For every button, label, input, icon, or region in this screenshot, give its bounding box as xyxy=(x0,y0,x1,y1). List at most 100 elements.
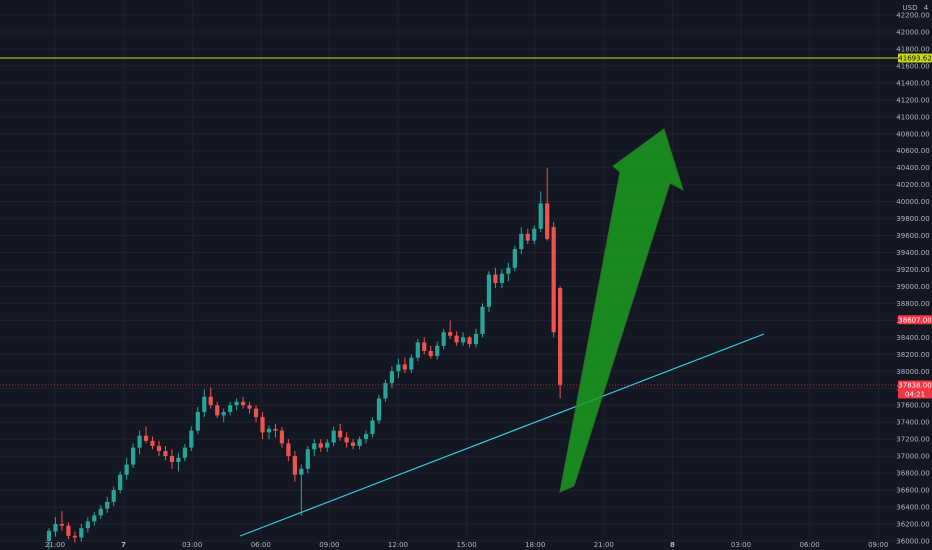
candle[interactable] xyxy=(499,269,504,289)
candle[interactable] xyxy=(247,401,252,414)
candle-body xyxy=(176,457,181,463)
candle[interactable] xyxy=(85,517,90,533)
candle[interactable] xyxy=(396,358,401,379)
price-tick-label: 37000.00 xyxy=(896,453,929,461)
candle[interactable] xyxy=(422,337,427,355)
candle[interactable] xyxy=(331,426,336,446)
candle[interactable] xyxy=(415,339,420,362)
candle[interactable] xyxy=(208,387,213,409)
candle[interactable] xyxy=(260,411,265,440)
candle[interactable] xyxy=(473,328,479,348)
candle[interactable] xyxy=(156,440,162,457)
candle[interactable] xyxy=(493,267,498,289)
candle-body xyxy=(85,521,90,529)
time-tick-label: 18:00 xyxy=(525,541,545,549)
candle[interactable] xyxy=(46,528,52,550)
candle[interactable] xyxy=(131,443,136,468)
candle[interactable] xyxy=(344,432,349,448)
candle[interactable] xyxy=(176,452,181,472)
candle[interactable] xyxy=(124,457,129,480)
candle[interactable] xyxy=(253,405,259,423)
candle-body xyxy=(279,430,285,444)
price-axis[interactable]: 36000.00 36200.00 36400.00 36600.00 36800.00… xyxy=(896,12,929,546)
candle[interactable] xyxy=(241,396,246,409)
candle[interactable] xyxy=(363,430,369,444)
candle[interactable] xyxy=(312,439,317,457)
candle-body xyxy=(208,396,213,406)
candle[interactable] xyxy=(525,228,530,245)
candle[interactable] xyxy=(118,471,123,494)
candle[interactable] xyxy=(163,445,168,461)
candle[interactable] xyxy=(111,486,116,507)
candle[interactable] xyxy=(551,221,556,338)
candle-body xyxy=(299,468,304,475)
up-arrow-drawing[interactable] xyxy=(559,128,684,493)
candle[interactable] xyxy=(305,445,310,474)
candle[interactable] xyxy=(350,439,356,450)
candle[interactable] xyxy=(338,423,343,441)
candle[interactable] xyxy=(558,286,563,399)
candle[interactable] xyxy=(409,354,414,373)
candle[interactable] xyxy=(325,439,330,452)
candle[interactable] xyxy=(150,436,155,450)
candle-body xyxy=(143,435,149,441)
candle[interactable] xyxy=(72,531,77,543)
candle[interactable] xyxy=(538,191,543,233)
price-tick-label: 42000.00 xyxy=(896,28,929,36)
candle[interactable] xyxy=(137,430,142,455)
candle[interactable] xyxy=(370,417,375,438)
candle[interactable] xyxy=(389,366,395,389)
candle[interactable] xyxy=(454,331,459,346)
candle[interactable] xyxy=(467,335,472,348)
candle[interactable] xyxy=(221,408,226,423)
candle[interactable] xyxy=(357,436,362,450)
candle[interactable] xyxy=(383,379,388,402)
price-tick-label: 36000.00 xyxy=(896,537,929,545)
candle[interactable] xyxy=(532,225,537,245)
candle[interactable] xyxy=(92,512,97,526)
candle[interactable] xyxy=(202,389,207,418)
candle[interactable] xyxy=(376,395,382,424)
candle[interactable] xyxy=(441,328,446,350)
candle[interactable] xyxy=(266,425,272,440)
candle[interactable] xyxy=(273,423,278,438)
candle[interactable] xyxy=(234,398,239,411)
candle[interactable] xyxy=(292,451,297,482)
candle[interactable] xyxy=(59,511,65,531)
candle[interactable] xyxy=(435,341,440,360)
trend-line[interactable] xyxy=(239,333,765,537)
candle-body xyxy=(506,267,511,274)
candle[interactable] xyxy=(105,496,110,513)
candle[interactable] xyxy=(79,523,84,542)
candle[interactable] xyxy=(545,167,550,241)
candle[interactable] xyxy=(215,401,220,418)
candle[interactable] xyxy=(486,271,492,312)
candle[interactable] xyxy=(506,262,511,282)
candle[interactable] xyxy=(512,245,517,272)
candle[interactable] xyxy=(66,522,71,540)
candle[interactable] xyxy=(519,227,524,255)
candle[interactable] xyxy=(318,439,323,452)
candle[interactable] xyxy=(182,444,187,462)
candle[interactable] xyxy=(402,357,407,373)
candle[interactable] xyxy=(286,439,291,462)
candle[interactable] xyxy=(53,517,58,537)
candle[interactable] xyxy=(98,505,103,519)
candle-body xyxy=(558,288,563,385)
candle[interactable] xyxy=(428,345,433,359)
time-axis[interactable]: 21:00 7 03:00 06:00 09:00 12:00 15:00 18:00 21:0… xyxy=(45,541,888,549)
candle[interactable] xyxy=(480,303,485,338)
candle[interactable] xyxy=(169,449,175,469)
candle[interactable] xyxy=(143,426,149,444)
candle[interactable] xyxy=(195,406,200,435)
candle-series[interactable] xyxy=(46,167,563,550)
candle[interactable] xyxy=(299,464,304,516)
candle[interactable] xyxy=(189,426,194,452)
candle-body xyxy=(105,501,110,509)
candle[interactable] xyxy=(279,427,285,448)
candle[interactable] xyxy=(448,320,453,340)
candle[interactable] xyxy=(460,332,466,346)
price-tick-label: 39800.00 xyxy=(896,215,929,223)
candle[interactable] xyxy=(228,401,233,416)
